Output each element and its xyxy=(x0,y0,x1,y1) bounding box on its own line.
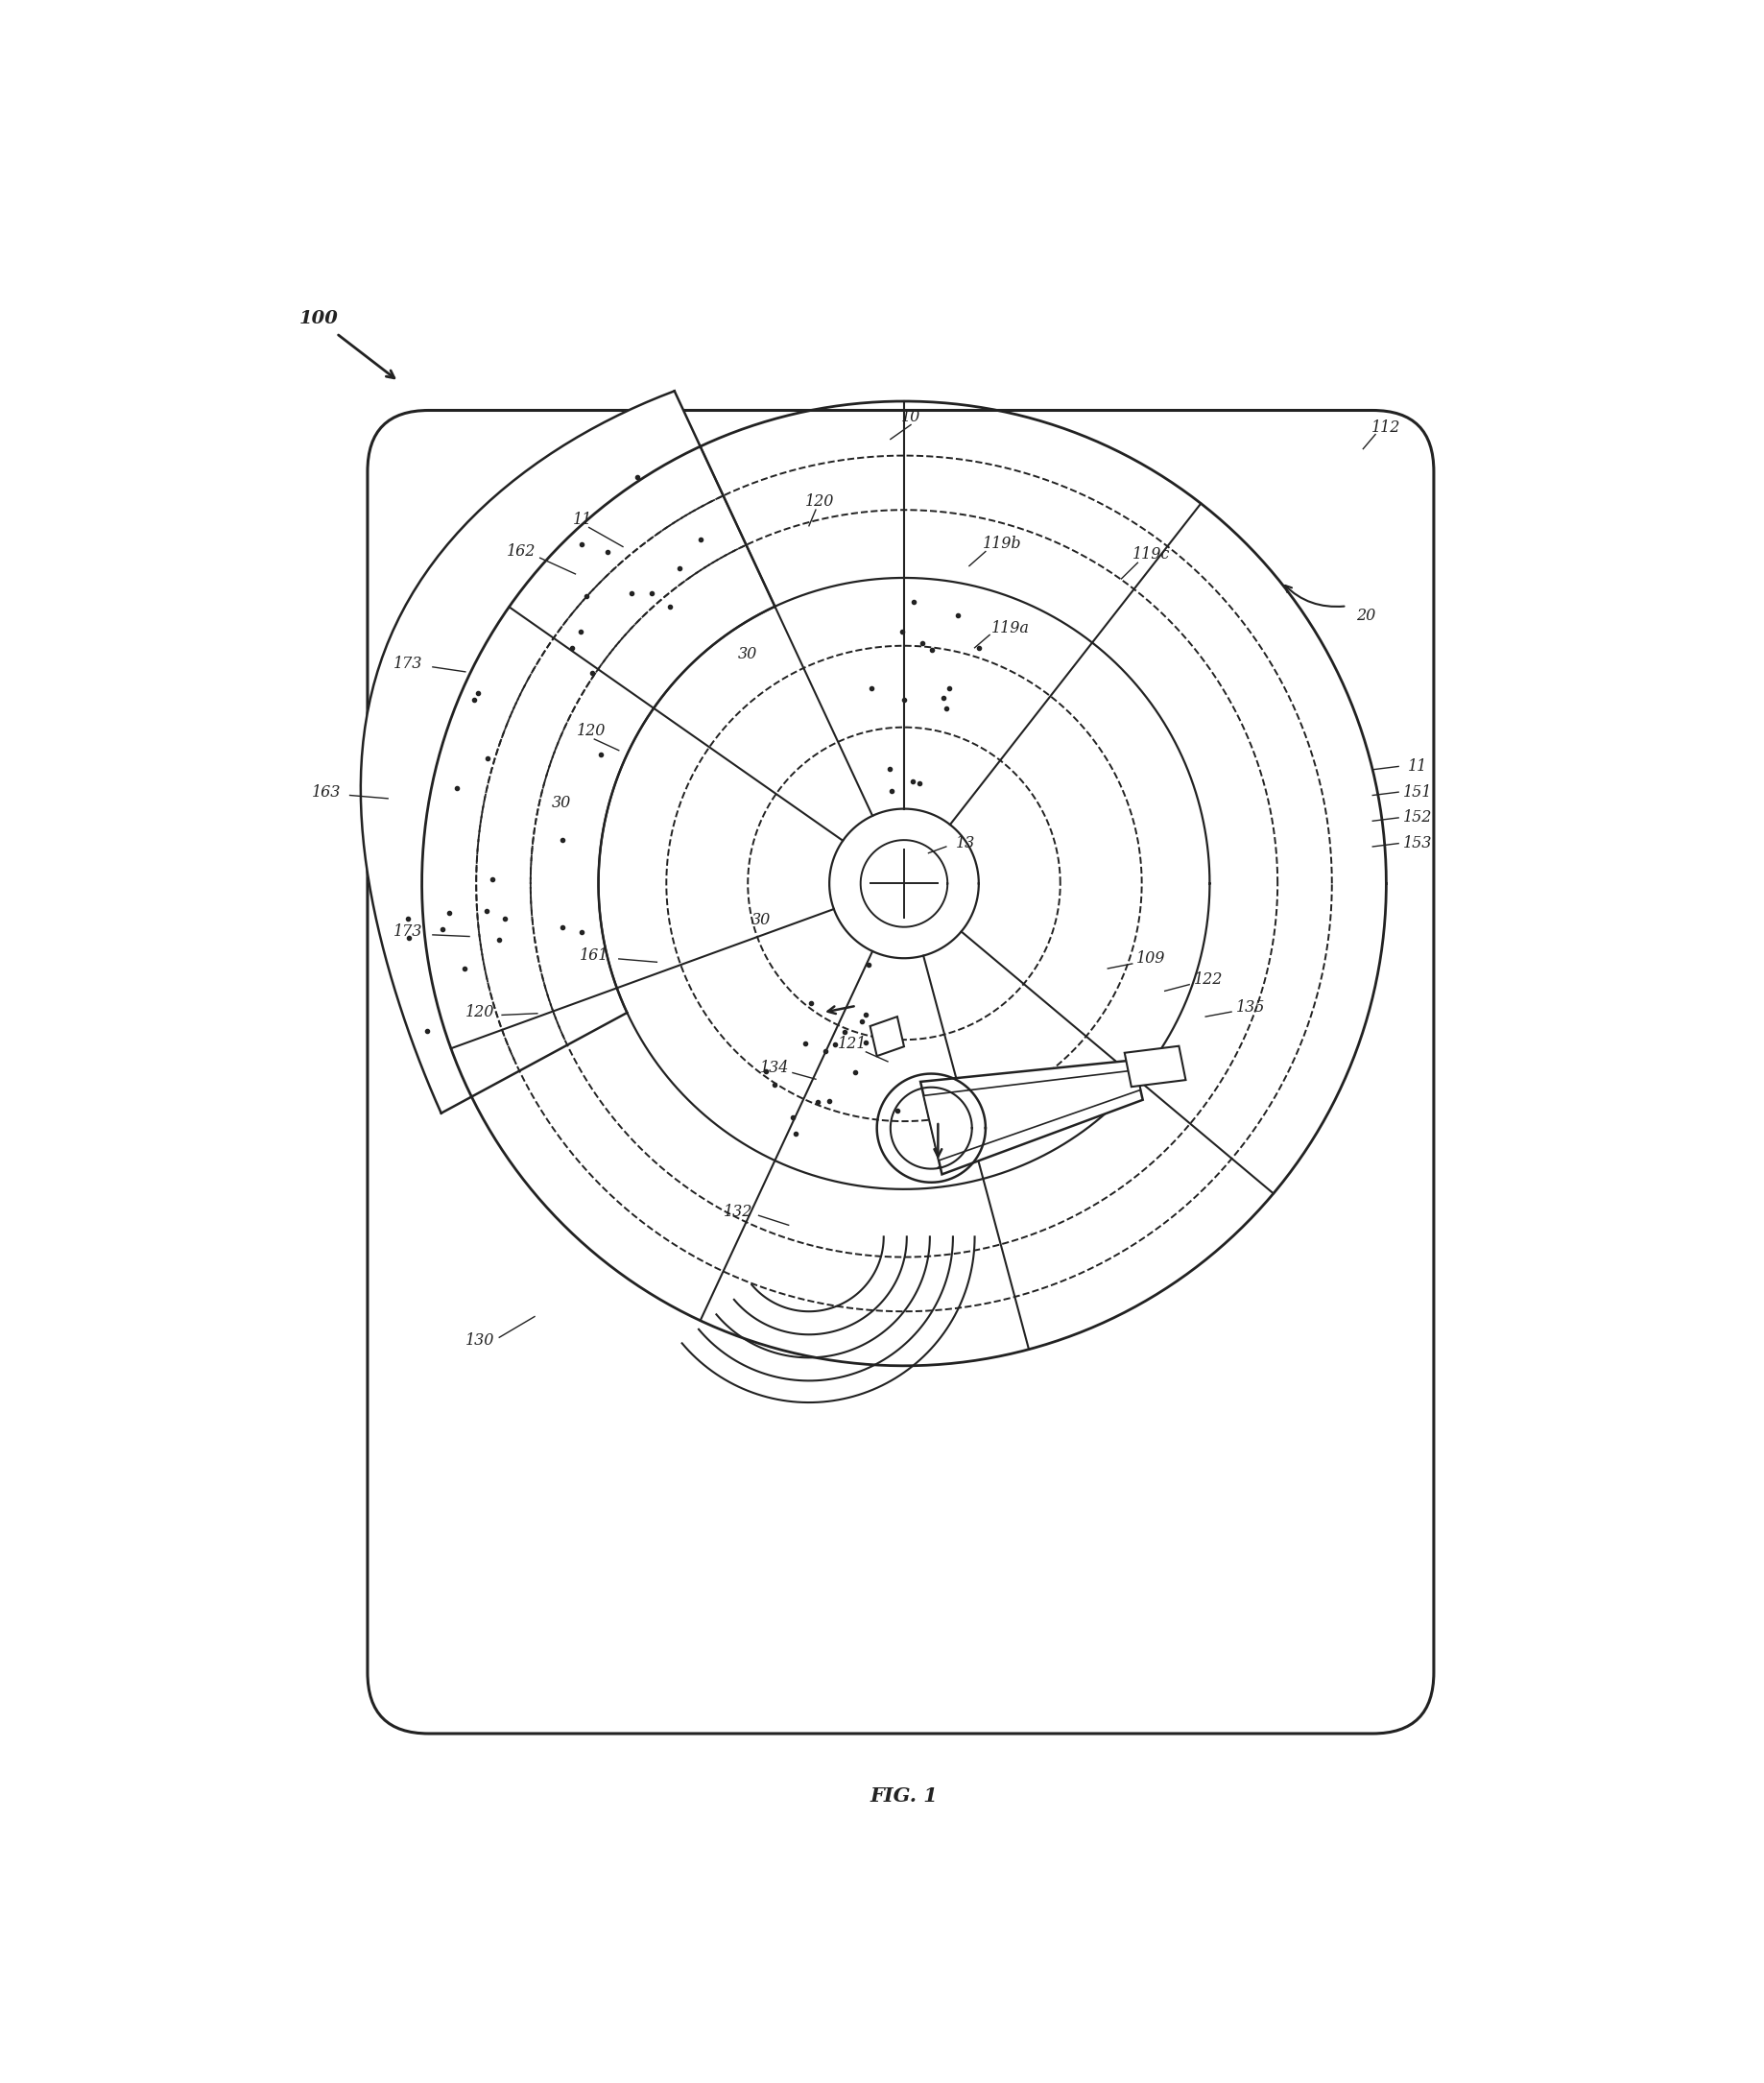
Text: 20: 20 xyxy=(1357,608,1376,623)
Text: 30: 30 xyxy=(737,646,757,662)
Text: FIG. 1: FIG. 1 xyxy=(870,1787,938,1806)
Text: 119a: 119a xyxy=(991,621,1028,637)
Text: 163: 163 xyxy=(312,783,342,800)
FancyBboxPatch shape xyxy=(367,410,1434,1733)
Text: 30: 30 xyxy=(552,796,572,812)
Text: 173: 173 xyxy=(393,656,423,673)
Polygon shape xyxy=(360,392,774,1112)
Text: 119b: 119b xyxy=(983,535,1021,552)
Text: 151: 151 xyxy=(1402,783,1432,800)
Text: 11: 11 xyxy=(1408,758,1427,775)
Text: 109: 109 xyxy=(1136,950,1166,967)
Text: 130: 130 xyxy=(466,1333,496,1350)
Text: 120: 120 xyxy=(466,1004,496,1021)
Text: 153: 153 xyxy=(1402,835,1432,852)
Polygon shape xyxy=(924,1071,1141,1160)
Text: 135: 135 xyxy=(1237,1000,1265,1014)
Text: 13: 13 xyxy=(956,835,975,852)
Text: 122: 122 xyxy=(1194,971,1222,987)
Text: 10: 10 xyxy=(901,408,921,425)
Text: 161: 161 xyxy=(580,948,609,964)
Text: 152: 152 xyxy=(1402,810,1432,825)
Text: 120: 120 xyxy=(577,723,607,739)
Text: 121: 121 xyxy=(838,1035,868,1052)
Text: 173: 173 xyxy=(393,923,423,939)
Text: 132: 132 xyxy=(723,1204,753,1221)
Text: 119c: 119c xyxy=(1132,546,1170,562)
Polygon shape xyxy=(1125,1046,1185,1087)
Text: 100: 100 xyxy=(300,310,339,327)
Polygon shape xyxy=(921,1060,1143,1175)
Text: 11: 11 xyxy=(573,510,593,527)
Text: 112: 112 xyxy=(1372,421,1401,435)
Text: 134: 134 xyxy=(760,1060,790,1077)
Text: 162: 162 xyxy=(506,544,536,560)
Text: 30: 30 xyxy=(751,912,771,929)
Text: 120: 120 xyxy=(804,494,834,510)
Polygon shape xyxy=(870,1017,905,1056)
Text: 124: 124 xyxy=(960,1146,990,1160)
